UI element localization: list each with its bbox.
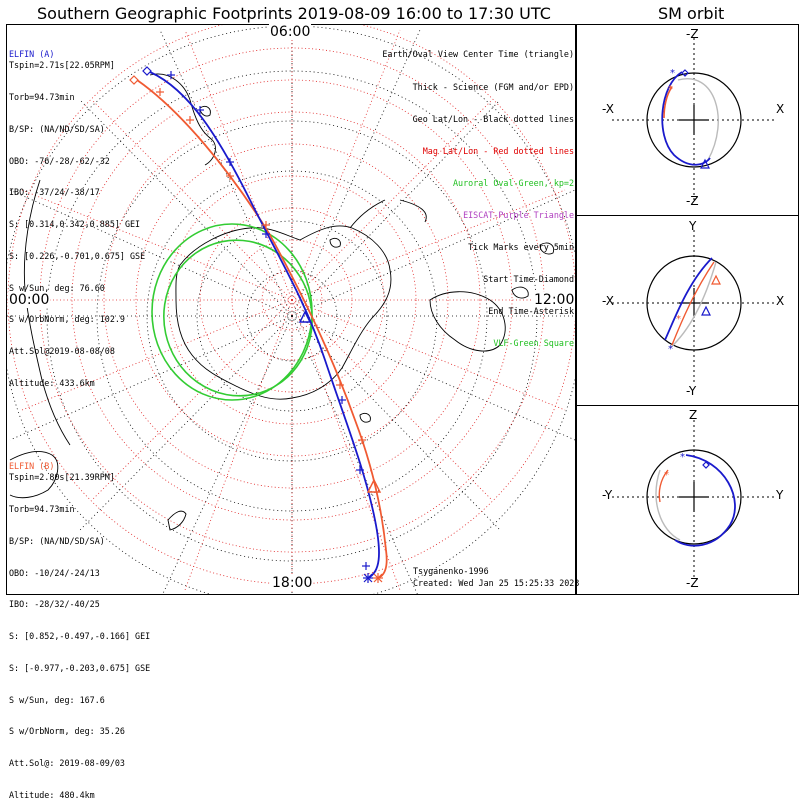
probe-b-line: S w/Sun, deg: 167.6 xyxy=(9,694,105,705)
sm2-left-label: -X xyxy=(602,294,614,308)
sm-frame xyxy=(576,24,799,595)
mlt-label-right: 12:00 xyxy=(533,292,576,308)
sm1-top-label: -Z xyxy=(686,27,699,41)
mlt-label-top: 06:00 xyxy=(269,24,312,40)
probe-a-start-diamond xyxy=(142,66,152,76)
legend-item: End Time-Asterisk xyxy=(488,306,574,317)
sm3-top-label: Z xyxy=(689,408,698,422)
svg-text:*: * xyxy=(680,452,685,463)
legend-item: Earth/Oval View Center Time (triangle) xyxy=(382,49,574,60)
probe-b-line: Altitude: 480.4km xyxy=(9,790,95,800)
svg-text:*: * xyxy=(668,84,673,95)
probe-a-line: Torb=94.73min xyxy=(9,91,75,102)
legend-item: Tick Marks every 5min xyxy=(468,242,574,253)
svg-text:*: * xyxy=(664,470,669,481)
sm2-bottom-label: -Y xyxy=(686,384,697,398)
legend-item: Thick - Science (FGM and/or EPD) xyxy=(412,81,574,92)
sm3-right-label: Y xyxy=(776,488,784,502)
probe-b-line: S: [0.852,-0.497,-0.166] GEI xyxy=(9,631,151,642)
legend-item: Mag Lat/Lon - Red dotted lines xyxy=(422,145,574,156)
probe-a-line: S: [0.226,-0.701,0.675] GSE xyxy=(9,250,146,261)
mlt-label-bottom: 18:00 xyxy=(271,575,314,591)
probe-a-line: Tspin=2.71s[22.05RPM] xyxy=(9,60,115,71)
sm-orbit-title: SM orbit xyxy=(658,4,725,23)
probe-b-ticks xyxy=(156,88,366,444)
mlt-label-left: 00:00 xyxy=(8,292,51,308)
probe-b-center-triangle xyxy=(366,478,382,493)
legend: Earth/Oval View Center Time (triangle) T… xyxy=(382,28,574,360)
probe-b-line: OBO: -10/24/-24/13 xyxy=(9,567,100,578)
sm-panel-1: * * xyxy=(612,38,776,200)
sm3-left-label: -Y xyxy=(602,488,613,502)
coastlines xyxy=(9,73,555,531)
probe-a-line: S w/OrbNorm, deg: 102.9 xyxy=(9,314,125,325)
probe-b-line: S: [-0.977,-0.203,0.675] GSE xyxy=(9,662,151,673)
probe-b-line: Att.Sol@: 2019-08-09/03 xyxy=(9,758,125,769)
probe-a-line: Altitude: 433.6km xyxy=(9,378,95,388)
legend-item: EISCAT-Purple Triangle xyxy=(463,209,574,220)
probe-b-info: ELFIN (B) xyxy=(9,440,54,482)
model-label: Tsyganenko-1996 xyxy=(413,566,489,576)
probe-b-start-diamond xyxy=(129,75,139,85)
probe-a-params: Tspin=2.71s[22.05RPM] Torb=94.73min B/SP… xyxy=(9,39,145,399)
sm-panel-2: * * xyxy=(612,230,776,385)
probe-a-track xyxy=(149,71,380,579)
probe-a-line: B/SP: (NA/ND/SD/SA) xyxy=(9,123,105,134)
legend-item: VLF-Green Square xyxy=(493,338,574,349)
sm1-right-label: X xyxy=(776,102,785,116)
plot-title: Southern Geographic Footprints 2019-08-0… xyxy=(37,4,551,23)
probe-a-line: S: [0.314,0.342,0.885] GEI xyxy=(9,219,141,230)
sm1-bottom-label: -Z xyxy=(686,194,699,208)
probe-b-track xyxy=(136,79,388,579)
auroral-oval xyxy=(151,223,313,401)
probe-b-params: Tspin=2.80s[21.39RPM] Torb=94.73min B/SP… xyxy=(9,451,150,811)
probe-b-line: B/SP: (NA/ND/SD/SA) xyxy=(9,535,105,546)
probe-a-center-triangle xyxy=(298,310,312,323)
svg-text:*: * xyxy=(676,314,681,325)
svg-text:*: * xyxy=(668,344,673,355)
footprint-map: * * * * * * xyxy=(6,24,799,595)
sm1-left-label: -X xyxy=(602,102,614,116)
probe-a-end-asterisk xyxy=(363,573,373,583)
probe-a-info: ELFIN (A) xyxy=(9,28,54,70)
probe-b-line: Tspin=2.80s[21.39RPM] xyxy=(9,472,115,483)
sm3-bottom-label: -Z xyxy=(686,576,699,590)
legend-item: Geo Lat/Lon - Black dotted lines xyxy=(412,113,574,124)
legend-item: Start Time-Diamond xyxy=(483,274,574,285)
sm2-right-label: X xyxy=(776,294,785,308)
probe-b-end-asterisk xyxy=(373,573,383,583)
probe-a-line: OBO: -76/-28/-62/-32 xyxy=(9,155,110,166)
markers xyxy=(129,66,383,583)
probe-a-line: S w/Sun, deg: 76.60 xyxy=(9,282,105,293)
mag-grid xyxy=(7,25,575,594)
probe-a-line: IBO: -37/24/-38/17 xyxy=(9,187,100,198)
svg-text:*: * xyxy=(670,68,675,79)
probe-a-name: ELFIN (A) xyxy=(9,49,55,60)
created-label: Created: Wed Jan 25 15:25:33 2023 xyxy=(413,578,580,588)
probe-b-line: S w/OrbNorm, deg: 35.26 xyxy=(9,726,125,737)
probe-b-line: IBO: -28/32/-40/25 xyxy=(9,599,100,610)
legend-item: Auroral Oval-Green, kp=2 xyxy=(452,177,574,188)
probe-a-ticks xyxy=(167,71,370,570)
probe-a-line: Att.Sol@2019-08-08/08 xyxy=(9,346,115,357)
probe-b-line: Torb=94.73min xyxy=(9,503,75,514)
probe-b-name: ELFIN (B) xyxy=(9,461,55,472)
sm-panel-3: * * xyxy=(612,420,776,580)
sm2-top-label: Y xyxy=(689,219,697,233)
